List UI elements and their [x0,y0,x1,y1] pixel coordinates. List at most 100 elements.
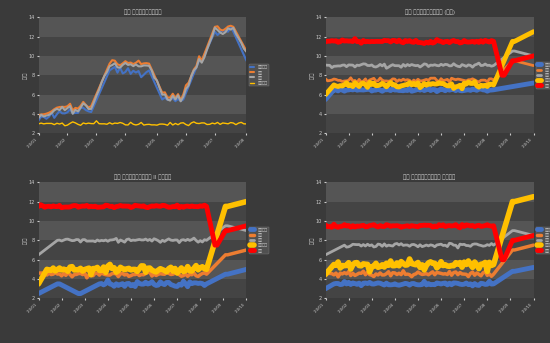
骏枣 [408,81,415,85]
若羌红枣 [322,287,329,291]
若羌红枣 [75,292,82,296]
若羌红枣 [162,96,168,100]
Bar [39,17,246,36]
Bar [326,260,534,279]
金丝小枣 [167,120,173,125]
Bar [326,95,534,114]
Bar [39,202,246,221]
Line: 若羌红枣: 若羌红枣 [326,268,534,289]
冬枣 [431,40,438,44]
金丝小枣 [513,199,520,203]
Line: 若羌红枣: 若羌红枣 [39,269,246,294]
骏枣 [162,90,168,94]
Y-axis label: 元/斤: 元/斤 [23,72,28,79]
Bar [326,17,534,36]
冬枣 [243,224,250,228]
Line: 金丝小枣: 金丝小枣 [39,121,246,126]
金丝小枣 [225,122,232,126]
灰枣 [430,243,436,247]
灰枣 [522,231,529,235]
灰枣 [448,64,455,68]
骏枣 [84,276,90,280]
Title: 枣价 红枣批发价格周走势: 枣价 红枣批发价格周走势 [124,10,161,15]
金丝小枣 [84,267,90,271]
若羌红枣 [233,270,239,274]
冬枣 [37,203,44,207]
灰枣 [530,233,537,237]
骏枣 [128,60,134,64]
金丝小枣 [520,35,526,39]
灰枣 [142,237,149,241]
Line: 若羌红枣: 若羌红枣 [326,83,534,99]
Line: 骏枣: 骏枣 [326,61,534,83]
骏枣 [161,272,168,276]
灰枣 [128,62,134,66]
若羌红枣 [430,87,436,92]
Line: 若羌红枣: 若羌红枣 [39,27,246,120]
金丝小枣 [362,262,369,266]
冬枣 [145,205,151,210]
金丝小枣 [243,200,250,204]
Title: 枣价 郑枣批发价格周走势 II 历史数据: 枣价 郑枣批发价格周走势 II 历史数据 [114,175,171,180]
金丝小枣 [520,197,526,201]
金丝小枣 [322,272,329,276]
若羌红枣 [169,96,176,100]
金丝小枣 [93,119,100,123]
Line: 骏枣: 骏枣 [326,245,534,277]
灰枣 [243,50,250,54]
Bar [326,221,534,240]
Title: 枣价 郑枣批发价格周走势 历史对比: 枣价 郑枣批发价格周走势 历史对比 [403,175,455,180]
灰枣 [75,238,82,242]
骏枣 [177,98,184,102]
骏枣 [75,272,82,276]
若羌红枣 [243,267,250,271]
金丝小枣 [446,264,453,268]
Bar [39,279,246,298]
灰枣 [524,52,531,56]
灰枣 [431,63,438,67]
若羌红枣 [520,268,526,272]
冬枣 [351,37,358,41]
灰枣 [35,253,42,257]
骏枣 [524,62,531,66]
冬枣 [373,224,380,228]
灰枣 [446,241,453,245]
Title: 枣价 郑枣批发价格周走势 (近年): 枣价 郑枣批发价格周走势 (近年) [404,10,454,15]
灰枣 [509,49,516,53]
若羌红枣 [446,281,453,285]
骏枣 [169,92,176,96]
灰枣 [159,93,166,97]
骏枣 [448,76,455,80]
骏枣 [235,250,241,254]
灰枣 [362,62,369,66]
金丝小枣 [133,123,139,127]
骏枣 [219,28,226,33]
骏枣 [243,49,250,53]
金丝小枣 [142,270,149,274]
Y-axis label: 元/斤: 元/斤 [23,237,28,244]
金丝小枣 [175,123,182,127]
灰枣 [222,30,229,34]
灰枣 [509,228,516,233]
冬枣 [524,56,531,60]
若羌红枣 [177,99,184,103]
灰枣 [515,229,522,234]
若羌红枣 [227,272,233,276]
若羌红枣 [362,281,369,285]
骏枣 [431,76,438,80]
Line: 金丝小枣: 金丝小枣 [39,202,246,284]
骏枣 [228,252,235,256]
冬枣 [322,40,329,44]
冬枣 [35,204,42,209]
冬枣 [518,237,524,241]
Bar [39,56,246,75]
Line: 骏枣: 骏枣 [39,26,246,116]
Bar [326,114,534,133]
Bar [39,95,246,114]
骏枣 [322,274,329,278]
金丝小枣 [446,84,453,88]
灰枣 [35,116,42,120]
若羌红枣 [430,282,436,286]
骏枣 [371,76,377,80]
灰枣 [322,253,329,257]
